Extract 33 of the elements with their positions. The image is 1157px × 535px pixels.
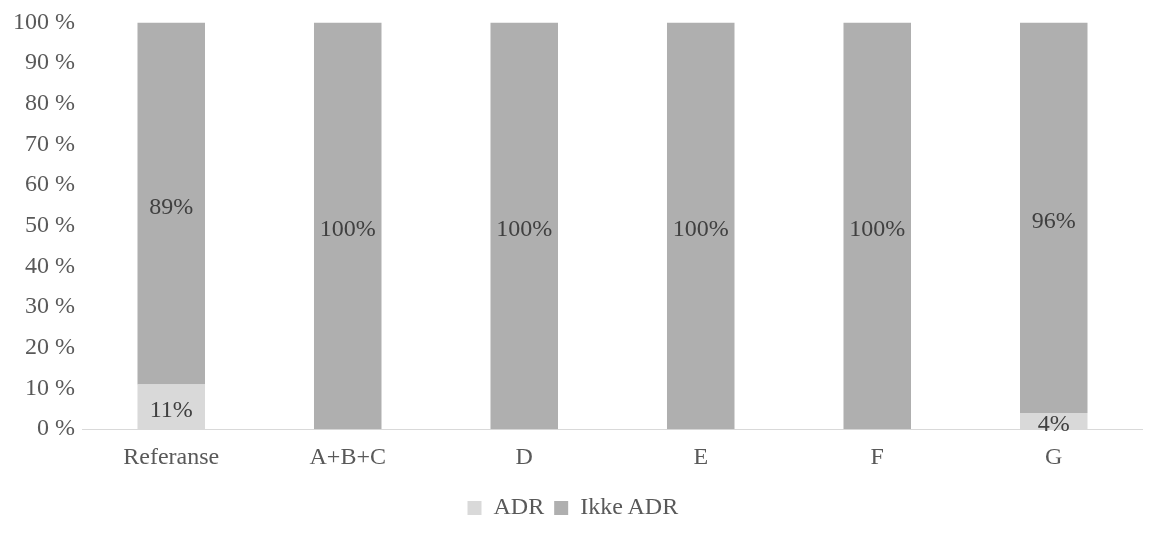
data-label: 100% bbox=[672, 215, 729, 242]
bar bbox=[313, 22, 382, 430]
data-label: 100% bbox=[849, 215, 906, 242]
legend-label: Ikke ADR bbox=[580, 493, 679, 520]
data-label: 4% bbox=[1037, 410, 1070, 437]
bar bbox=[1019, 22, 1088, 413]
bar bbox=[490, 22, 558, 430]
data-label: 89% bbox=[149, 192, 194, 219]
data-label: 100% bbox=[319, 215, 376, 242]
x-tick-label: A+B+C bbox=[309, 442, 386, 469]
y-tick-label: 10 % bbox=[24, 373, 75, 400]
data-label: 100% bbox=[496, 215, 553, 242]
bar bbox=[843, 22, 911, 430]
y-tick-label: 90 % bbox=[24, 48, 75, 75]
x-tick-label: G bbox=[1045, 442, 1063, 469]
y-tick-label: 60 % bbox=[24, 170, 75, 197]
y-tick-label: 50 % bbox=[24, 211, 75, 238]
data-label: 96% bbox=[1031, 206, 1076, 233]
x-tick-label: Referanse bbox=[123, 442, 220, 469]
y-tick-label: 0 % bbox=[36, 414, 75, 441]
y-tick-label: 80 % bbox=[24, 89, 75, 116]
y-tick-label: 70 % bbox=[24, 129, 75, 156]
legend-label: ADR bbox=[493, 493, 545, 520]
bar bbox=[137, 22, 205, 385]
bar bbox=[666, 22, 735, 430]
y-tick-label: 20 % bbox=[24, 333, 75, 360]
x-tick-label: D bbox=[515, 442, 533, 469]
x-tick-label: F bbox=[870, 442, 884, 469]
x-tick-label: E bbox=[693, 442, 709, 469]
y-tick-label: 30 % bbox=[24, 292, 75, 319]
data-label: 11% bbox=[149, 396, 193, 423]
y-tick-label: 40 % bbox=[24, 251, 75, 278]
y-tick-label: 100 % bbox=[12, 7, 75, 34]
